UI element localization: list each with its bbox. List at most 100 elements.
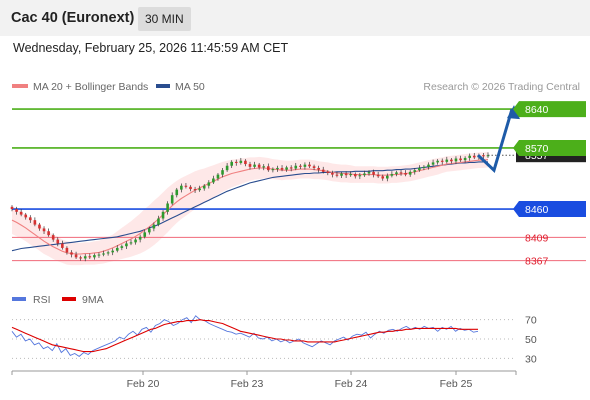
candle: [413, 170, 417, 172]
candle: [431, 162, 435, 165]
candle: [459, 158, 462, 161]
candle: [358, 175, 362, 177]
x-tick-label: Feb 24: [335, 378, 368, 390]
candle: [65, 247, 69, 253]
candle: [381, 176, 385, 179]
candle: [120, 246, 124, 248]
candle: [376, 174, 380, 177]
candle: [166, 203, 169, 212]
level-label-8367: 8367: [525, 256, 549, 268]
candle: [285, 167, 288, 170]
level-tag-8460: [513, 201, 586, 218]
ma9-line: [11, 319, 478, 353]
candle: [15, 209, 18, 212]
candle: [280, 167, 284, 170]
candle: [134, 239, 137, 243]
candle: [440, 160, 444, 162]
candle: [180, 185, 183, 190]
level-tag-8570: [513, 139, 586, 156]
level-label-8460: 8460: [525, 204, 549, 216]
ma9-legend-swatch: [62, 297, 76, 301]
candle: [472, 155, 476, 158]
candle: [321, 169, 325, 172]
candle: [193, 189, 197, 191]
level-label-8640: 8640: [525, 104, 549, 116]
candle: [93, 255, 96, 258]
rsi-legend-swatch: [12, 297, 26, 301]
candle: [395, 172, 398, 175]
candle: [79, 257, 82, 259]
candle: [111, 250, 114, 253]
candle: [331, 172, 334, 175]
candle: [29, 217, 32, 221]
candle: [445, 159, 449, 162]
candle: [436, 160, 439, 163]
candle: [51, 235, 55, 240]
candle: [175, 189, 179, 196]
candle: [363, 173, 366, 176]
candle: [326, 171, 330, 173]
candle: [74, 254, 78, 258]
candle: [47, 231, 50, 236]
candle: [198, 188, 201, 191]
candle: [143, 232, 147, 237]
candle: [390, 174, 394, 176]
rsi-tick-label: 70: [525, 315, 537, 327]
rsi-plot: 70 50 30: [11, 315, 537, 365]
candle: [353, 174, 357, 177]
ma20-legend-swatch: [12, 84, 28, 88]
candle: [234, 161, 238, 163]
candle: [244, 160, 247, 165]
candle: [317, 167, 320, 170]
candle: [33, 220, 37, 225]
candle: [312, 166, 316, 168]
candle: [102, 253, 105, 255]
candle: [184, 185, 188, 187]
candle: [24, 214, 28, 218]
candle: [422, 166, 426, 168]
candle: [276, 167, 279, 170]
candle: [152, 224, 156, 229]
candle: [10, 206, 14, 210]
candle: [216, 174, 220, 179]
candle: [202, 185, 206, 189]
candle: [61, 243, 64, 248]
rsi-legend-label: RSI: [33, 294, 51, 306]
rsi-tick-label: 50: [525, 334, 537, 346]
candle: [262, 166, 266, 168]
header-bar: Cac 40 (Euronext) 30 MIN: [0, 0, 590, 36]
candle: [427, 164, 430, 167]
x-axis: Feb 20 Feb 23 Feb 24 Feb 25: [11, 370, 517, 390]
candle: [450, 159, 453, 162]
candle: [253, 164, 256, 167]
candle: [157, 218, 160, 225]
candle: [482, 155, 485, 157]
candle: [257, 164, 261, 168]
candle: [372, 171, 375, 175]
candle: [294, 165, 298, 169]
rsi-tick-label: 30: [525, 353, 537, 365]
candle: [212, 178, 215, 183]
candle: [454, 158, 458, 162]
datetime-label: Wednesday, February 25, 2026 11:45:59 AM…: [13, 41, 289, 55]
candle: [399, 172, 403, 174]
candle: [129, 242, 133, 244]
candle: [349, 174, 352, 176]
level-tag-8640: [513, 101, 586, 118]
candle: [463, 157, 467, 161]
candle: [299, 165, 302, 167]
candle: [161, 211, 165, 219]
rsi-legend: RSI 9MA: [12, 294, 104, 306]
timeframe-button[interactable]: 30 MIN: [138, 7, 191, 31]
candle: [248, 164, 252, 167]
candle: [335, 174, 339, 176]
candle: [344, 173, 348, 176]
ma50-line: [11, 161, 488, 252]
candle: [148, 228, 151, 233]
candle: [308, 164, 311, 167]
candle: [289, 167, 293, 169]
candle: [221, 170, 224, 175]
candle: [138, 236, 142, 240]
